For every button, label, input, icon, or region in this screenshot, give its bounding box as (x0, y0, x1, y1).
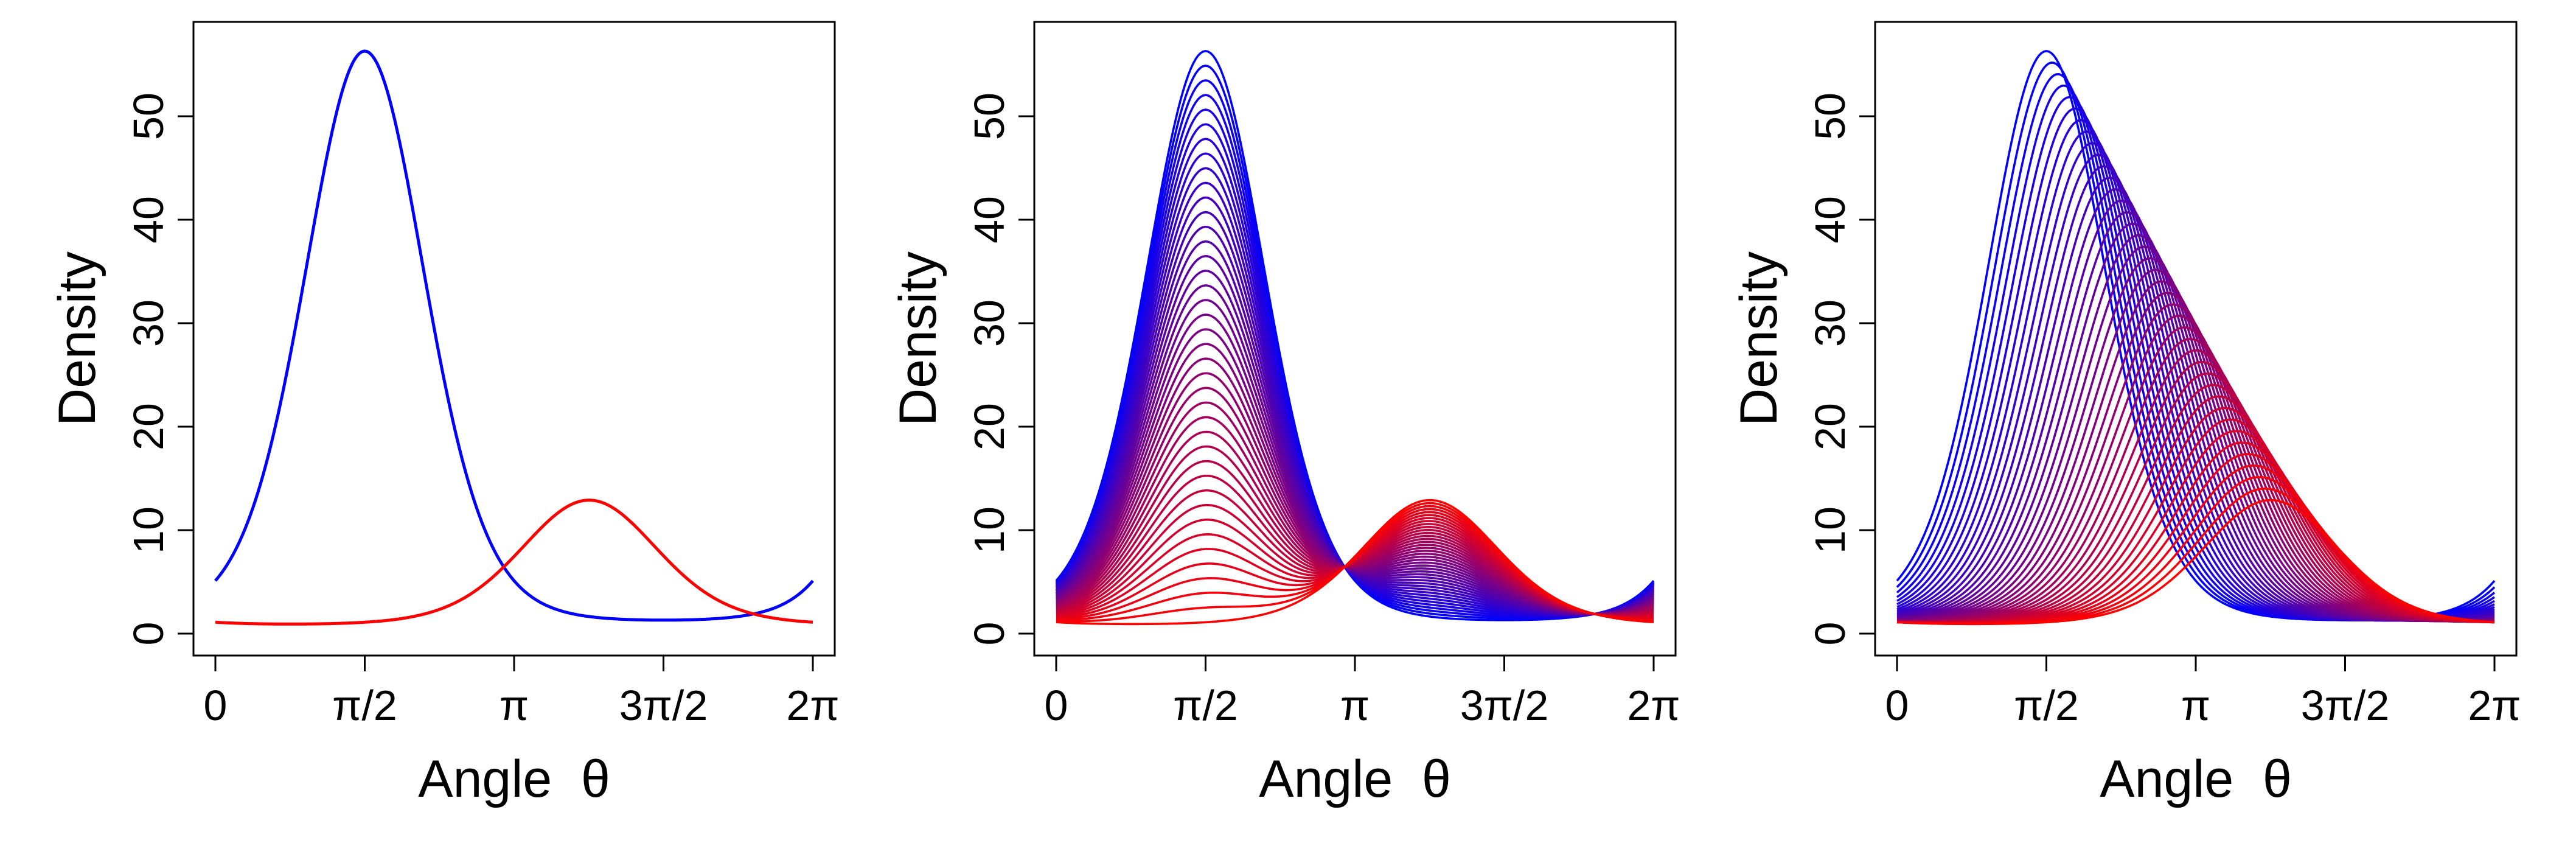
panel-left: 0 π/2 π 3π/2 2π 0 10 20 30 40 50 Angle θ Density (48, 21, 840, 808)
series-line-39 (1896, 498, 2495, 626)
y-tick-label: 50 (125, 93, 172, 140)
x-axis-label: Angle θ (2100, 750, 2292, 808)
x-tick-label: 3π/2 (619, 682, 708, 729)
y-tick-label: 30 (966, 299, 1013, 347)
x-axis-label: Angle θ (1259, 750, 1451, 808)
series-line-15 (1896, 222, 2495, 622)
y-tick-label: 10 (125, 506, 172, 554)
y-axis-label: Density (48, 251, 106, 426)
y-tick-label: 0 (125, 622, 172, 646)
y-tick-label: 30 (1806, 299, 1854, 347)
x-tick-label: π (500, 682, 529, 729)
y-axis-label: Density (1730, 251, 1788, 426)
y-tick-label: 40 (1806, 196, 1854, 243)
plot-frame (192, 21, 836, 657)
y-tick-label: 50 (966, 93, 1013, 140)
series-line-start (214, 49, 814, 622)
series-line-4 (1896, 96, 2495, 621)
x-tick-label: π (2181, 682, 2210, 729)
y-axis-label: Density (889, 251, 947, 426)
series-line-9 (1896, 153, 2495, 622)
curves (1896, 50, 2496, 626)
x-tick-label: 3π/2 (1460, 682, 1549, 729)
y-tick-label: 50 (1806, 93, 1854, 140)
y-tick-label: 30 (125, 299, 172, 347)
panel-right: 0 π/2 π 3π/2 2π 0 10 20 30 40 50 Angle θ Density (1730, 21, 2521, 808)
y-tick-label: 10 (966, 506, 1013, 554)
plot-frame (1874, 21, 2518, 657)
y-tick-label: 20 (1806, 403, 1854, 450)
curves (214, 49, 814, 626)
x-tick-label: π/2 (2014, 682, 2079, 729)
series-line-39 (1056, 498, 1654, 626)
y-tick-label: 40 (966, 196, 1013, 243)
y-tick-label: 40 (125, 196, 172, 243)
x-tick-label: 0 (204, 682, 228, 729)
x-tick-label: 2π (786, 682, 839, 729)
x-tick-label: 2π (2468, 682, 2521, 729)
x-tick-label: 0 (1885, 682, 1909, 729)
x-tick-label: π (1340, 682, 1370, 729)
series-line-end (215, 498, 813, 626)
y-tick-label: 0 (1806, 622, 1854, 646)
series-line-28 (1056, 460, 1654, 617)
x-tick-label: 0 (1045, 682, 1068, 729)
y-tick-label: 20 (966, 403, 1013, 450)
panel-middle: 0 π/2 π 3π/2 2π 0 10 20 30 40 50 Angle θ Density (889, 21, 1680, 808)
y-tick-label: 0 (966, 622, 1013, 646)
x-tick-label: 2π (1627, 682, 1680, 729)
curves (1055, 50, 1655, 626)
x-axis-label: Angle θ (418, 750, 610, 808)
x-tick-label: π/2 (1173, 682, 1238, 729)
x-tick-label: 3π/2 (2301, 682, 2390, 729)
x-tick-label: π/2 (332, 682, 397, 729)
y-tick-label: 20 (125, 403, 172, 450)
y-tick-label: 10 (1806, 506, 1854, 554)
